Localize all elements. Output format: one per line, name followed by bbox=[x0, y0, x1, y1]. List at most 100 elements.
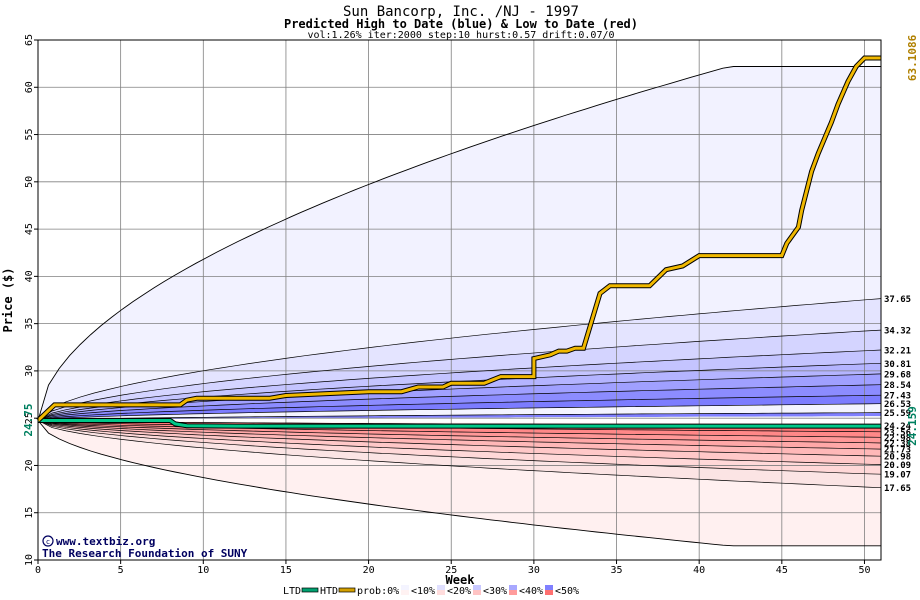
contour-17.65 bbox=[37, 420, 882, 489]
bound-label-21.73: 21.73 bbox=[884, 446, 911, 456]
bound-label-22.98: 22.98 bbox=[884, 434, 911, 444]
band-lower-20.98 bbox=[38, 420, 881, 457]
legend-swatch-hi-7 bbox=[545, 585, 553, 590]
legend-swatch-lo-3 bbox=[401, 590, 409, 595]
y-axis-label: Price ($) bbox=[1, 267, 15, 332]
watermark-url: www.textbiz.org bbox=[56, 535, 155, 548]
x-tick-label-45: 45 bbox=[776, 565, 788, 576]
y-tick-label-15: 15 bbox=[24, 507, 35, 519]
band-upper-30.81 bbox=[38, 363, 881, 421]
legend-swatch-lo-6 bbox=[509, 590, 517, 595]
bound-label-20.09: 20.09 bbox=[884, 461, 911, 471]
legend-label-7: <50% bbox=[555, 586, 579, 597]
legend: LTD HTD prob:0% <10% <20% <30% <40% <50% bbox=[283, 585, 579, 597]
contour-22.38 bbox=[37, 420, 882, 444]
y-tick-label-50: 50 bbox=[24, 176, 35, 188]
legend-swatch-lo-5 bbox=[473, 590, 481, 595]
ltd-end-label: 24.159 bbox=[906, 406, 919, 446]
contour-25.59 bbox=[37, 412, 882, 421]
x-tick-label-25: 25 bbox=[445, 565, 457, 576]
band-lower-19.07 bbox=[38, 420, 881, 475]
bound-label-25.59: 25.59 bbox=[884, 409, 911, 419]
band-upper-28.54 bbox=[38, 384, 881, 421]
legend-label-prob: prob:0% bbox=[357, 586, 399, 597]
bound-label-19.07: 19.07 bbox=[884, 471, 911, 481]
contour-26.53 bbox=[37, 403, 882, 421]
band-upper-29.68 bbox=[38, 373, 881, 421]
legend-swatch-hi-5 bbox=[473, 585, 481, 590]
legend-swatch-ltd bbox=[301, 587, 319, 593]
legend-label-ltd: LTD bbox=[283, 586, 301, 597]
band-upper-34.32 bbox=[38, 330, 881, 421]
legend-swatch-hi-4 bbox=[437, 585, 445, 590]
legend-swatch-lo-4 bbox=[437, 590, 445, 595]
series-lines bbox=[36, 55, 881, 429]
bound-label-34.32: 34.32 bbox=[884, 327, 911, 337]
band-lower-outer bbox=[38, 420, 881, 546]
x-tick-label-35: 35 bbox=[611, 565, 623, 576]
chart-title: Sun Bancorp, Inc. /NJ - 1997 bbox=[343, 4, 579, 20]
x-tick-label-5: 5 bbox=[118, 565, 124, 576]
y-tick-label-25: 25 bbox=[24, 412, 35, 424]
bound-label-24.24: 24.24 bbox=[884, 422, 912, 432]
y-tick-label-35: 35 bbox=[24, 318, 35, 330]
bound-label-23.56: 23.56 bbox=[884, 428, 911, 438]
chart-subtitle: Predicted High to Date (blue) & Low to D… bbox=[284, 17, 638, 31]
contour-outer-high bbox=[37, 66, 881, 421]
bound-labels: 37.65 34.32 32.21 30.8129.6828.5427.4326.53… bbox=[884, 295, 912, 494]
plot-frame bbox=[37, 39, 882, 561]
bound-label-20.98: 20.98 bbox=[884, 453, 911, 463]
contour-37.65 bbox=[37, 298, 882, 421]
band-lower-17.65 bbox=[38, 420, 881, 488]
bound-label-32.21: 32.21 bbox=[884, 347, 911, 357]
legend-swatch-hi-6 bbox=[509, 585, 517, 590]
legend-label-3: <10% bbox=[411, 586, 435, 597]
legend-label-6: <40% bbox=[519, 586, 543, 597]
contour-19.07 bbox=[37, 420, 882, 475]
legend-swatch-htd bbox=[338, 587, 356, 593]
band-lower-22.98 bbox=[38, 420, 881, 438]
contour-32.21 bbox=[37, 349, 882, 421]
x-axis-label: Week bbox=[446, 573, 476, 587]
x-tick-label-10: 10 bbox=[197, 565, 209, 576]
band-upper-37.65 bbox=[38, 298, 881, 421]
band-upper-27.43 bbox=[38, 395, 881, 421]
x-tick-label-50: 50 bbox=[858, 565, 870, 576]
y-tick-label-45: 45 bbox=[24, 223, 35, 235]
y-tick-label-30: 30 bbox=[24, 365, 35, 377]
htd-line bbox=[36, 56, 881, 422]
contour-34.32 bbox=[37, 329, 882, 421]
probability-bands bbox=[38, 66, 881, 546]
bound-label-27.43: 27.43 bbox=[884, 392, 911, 402]
watermark: c www.textbiz.org The Research Foundatio… bbox=[42, 535, 248, 560]
y-tick-label-60: 60 bbox=[24, 81, 35, 93]
legend-swatch-hi-3 bbox=[401, 585, 409, 590]
band-lower-21.73 bbox=[38, 420, 881, 450]
legend-label-4: <20% bbox=[447, 586, 471, 597]
contour-20.09 bbox=[37, 420, 882, 465]
band-upper-outer bbox=[38, 66, 881, 421]
y-tick-label-55: 55 bbox=[24, 129, 35, 141]
x-tick-label-0: 0 bbox=[35, 565, 41, 576]
bound-label-30.81: 30.81 bbox=[884, 360, 911, 370]
contour-27.43 bbox=[37, 394, 882, 421]
legend-label-htd: HTD bbox=[320, 586, 338, 597]
y-tick-label-40: 40 bbox=[24, 270, 35, 282]
band-upper-32.21 bbox=[38, 350, 881, 421]
x-tick-label-30: 30 bbox=[528, 565, 540, 576]
bound-label-17.65: 17.65 bbox=[884, 484, 911, 494]
y-tick-label-65: 65 bbox=[24, 34, 35, 46]
contour-21.73 bbox=[37, 420, 882, 450]
start-value-label: 24.75 bbox=[22, 403, 35, 436]
chart-params: vol:1.26% iter:2000 step:10 hurst:0.57 d… bbox=[307, 30, 614, 41]
x-tick-label-20: 20 bbox=[363, 565, 375, 576]
contour-outer-low bbox=[37, 420, 881, 547]
axis-ticks: 0 5 10 15 20 25 30 35 40 45 50 10 15 20 25 30 35 40 45 50 55… bbox=[24, 34, 870, 576]
legend-swatch-lo-7 bbox=[545, 590, 553, 595]
bound-label-26.53: 26.53 bbox=[884, 400, 911, 410]
contour-20.98 bbox=[37, 420, 882, 457]
htd-end-label: 63.1086 bbox=[906, 34, 919, 81]
x-tick-label-15: 15 bbox=[280, 565, 292, 576]
x-tick-label-40: 40 bbox=[693, 565, 705, 576]
